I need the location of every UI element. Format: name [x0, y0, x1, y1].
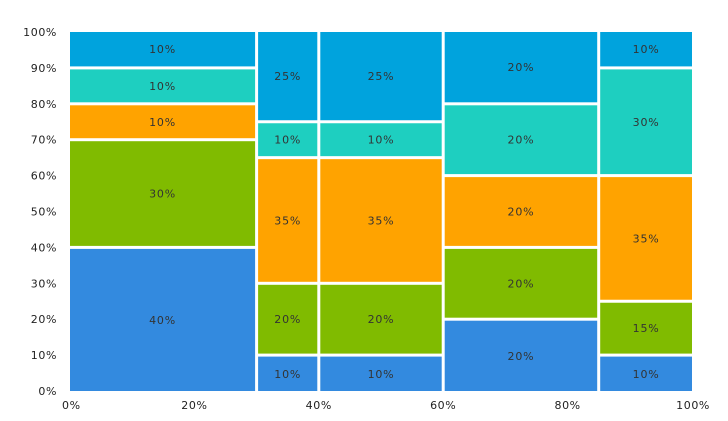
segment-label: 30%: [149, 188, 176, 201]
segment-bar: [600, 302, 692, 354]
segment-bar: [320, 356, 442, 391]
segment-bar: [600, 356, 692, 391]
y-axis: 0% 10% 20% 30% 40% 50% 60% 70% 80% 90% 100%: [23, 26, 57, 398]
column-5: 10% 15% 35% 30% 10%: [600, 32, 692, 391]
segment-bar: [320, 284, 442, 354]
x-tick-label: 100%: [676, 399, 710, 412]
segment-bar: [444, 105, 598, 175]
x-tick-label: 0%: [62, 399, 81, 412]
segment-label: 35%: [633, 232, 660, 245]
segment-label: 20%: [508, 350, 535, 363]
segment-label: 10%: [633, 43, 660, 56]
segment-bar: [320, 159, 442, 282]
x-tick-label: 60%: [430, 399, 456, 412]
segment-label: 20%: [508, 277, 535, 290]
y-tick-label: 80%: [31, 98, 57, 111]
segment-bar: [70, 32, 256, 67]
segment-bar: [600, 32, 692, 67]
y-tick-label: 10%: [31, 349, 57, 362]
column-4: 20% 20% 20% 20% 20%: [444, 32, 598, 391]
plot-area: 40%30%10%10%10%10%20%35%10%25%10%20%35%1…: [70, 32, 692, 391]
segment-bar: [600, 177, 692, 300]
segment-label: 10%: [368, 368, 395, 381]
segment-bar: [70, 105, 256, 139]
segment-label: 40%: [149, 314, 176, 327]
segment-label: 35%: [274, 214, 301, 227]
segment-label: 35%: [368, 214, 395, 227]
y-tick-label: 0%: [38, 385, 57, 398]
segment-label: 20%: [508, 134, 535, 147]
x-tick-label: 20%: [181, 399, 207, 412]
y-tick-label: 20%: [31, 313, 57, 326]
segment-bar: [258, 32, 318, 121]
segment-label: 10%: [368, 134, 395, 147]
segment-label: 10%: [149, 116, 176, 129]
x-axis: 0% 20% 40% 60% 80% 100%: [62, 399, 710, 412]
y-tick-label: 40%: [31, 241, 57, 254]
segment-bar: [258, 123, 318, 157]
segment-label: 20%: [508, 206, 535, 219]
y-tick-label: 30%: [31, 277, 57, 290]
y-tick-label: 60%: [31, 170, 57, 183]
segment-label: 10%: [274, 368, 301, 381]
segment-label: 25%: [368, 70, 395, 83]
y-tick-label: 100%: [23, 26, 57, 39]
segment-label: 10%: [274, 134, 301, 147]
segment-bar: [444, 177, 598, 246]
segment-bar: [70, 248, 256, 391]
segment-bar: [70, 69, 256, 103]
segment-label: 10%: [149, 80, 176, 93]
y-tick-label: 90%: [31, 62, 57, 75]
x-tick-label: 80%: [554, 399, 580, 412]
segment-bar: [320, 32, 442, 121]
segment-label: 20%: [368, 313, 395, 326]
y-tick-label: 70%: [31, 134, 57, 147]
segment-label: 30%: [633, 116, 660, 129]
segment-bar: [600, 69, 692, 175]
segment-label: 10%: [633, 368, 660, 381]
column-1: 40% 30% 10% 10% 10%: [70, 32, 256, 391]
segment-bar: [258, 356, 318, 391]
segment-label: 10%: [149, 43, 176, 56]
column-3: 10% 20% 35% 10% 25%: [320, 32, 442, 391]
segment-bar: [258, 159, 318, 282]
segment-bar: [444, 248, 598, 318]
segment-label: 25%: [274, 70, 301, 83]
segment-label: 20%: [274, 313, 301, 326]
y-tick-label: 50%: [31, 206, 57, 219]
segment-bar: [258, 284, 318, 354]
segment-bar: [320, 123, 442, 157]
segment-bar: [70, 141, 256, 246]
segment-bar: [444, 32, 598, 103]
segment-label: 20%: [508, 61, 535, 74]
x-tick-label: 40%: [306, 399, 332, 412]
segment-bar: [444, 320, 598, 391]
segment-label: 15%: [633, 322, 660, 335]
column-2: 10% 20% 35% 10% 25%: [258, 32, 318, 391]
